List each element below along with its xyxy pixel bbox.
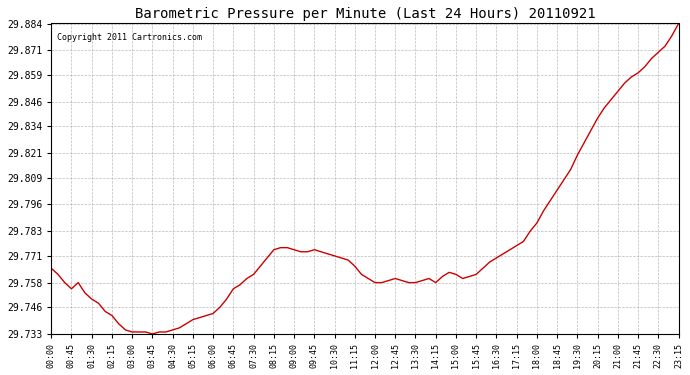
- Title: Barometric Pressure per Minute (Last 24 Hours) 20110921: Barometric Pressure per Minute (Last 24 …: [135, 7, 595, 21]
- Text: Copyright 2011 Cartronics.com: Copyright 2011 Cartronics.com: [57, 33, 202, 42]
